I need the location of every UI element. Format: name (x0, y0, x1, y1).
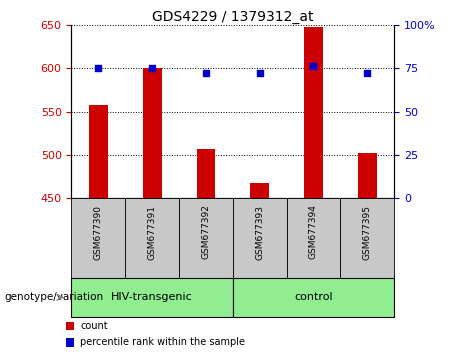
Text: HIV-transgenic: HIV-transgenic (111, 292, 193, 302)
Bar (250, 183, 269, 198)
Point (256, 70, 263, 76)
Text: GSM677391: GSM677391 (148, 205, 157, 259)
Text: genotype/variation: genotype/variation (5, 292, 104, 302)
Text: GSM677394: GSM677394 (309, 205, 318, 259)
Bar (143, 68, 161, 198)
Bar (287, 198, 340, 278)
Point (310, 64, 317, 69)
Bar (233, 278, 394, 317)
Point (95, 65, 102, 71)
Point (364, 70, 371, 76)
Text: control: control (294, 292, 333, 302)
Text: GSM677395: GSM677395 (363, 205, 372, 259)
Point (202, 70, 210, 76)
Bar (358, 153, 377, 198)
Bar (65, 322, 74, 330)
Text: GSM677392: GSM677392 (201, 205, 210, 259)
Bar (89, 105, 108, 198)
Text: GSM677390: GSM677390 (94, 205, 103, 259)
Bar (65, 338, 74, 347)
Point (148, 65, 156, 71)
Bar (71, 278, 233, 317)
Bar (196, 149, 215, 198)
Title: GDS4229 / 1379312_at: GDS4229 / 1379312_at (152, 10, 313, 24)
Text: count: count (81, 321, 108, 331)
Bar (179, 198, 233, 278)
Bar (125, 198, 179, 278)
Bar (340, 198, 394, 278)
Bar (233, 198, 287, 278)
Bar (71, 198, 125, 278)
Bar (304, 27, 323, 198)
Text: GSM677393: GSM677393 (255, 205, 264, 259)
Text: percentile rank within the sample: percentile rank within the sample (81, 337, 246, 348)
